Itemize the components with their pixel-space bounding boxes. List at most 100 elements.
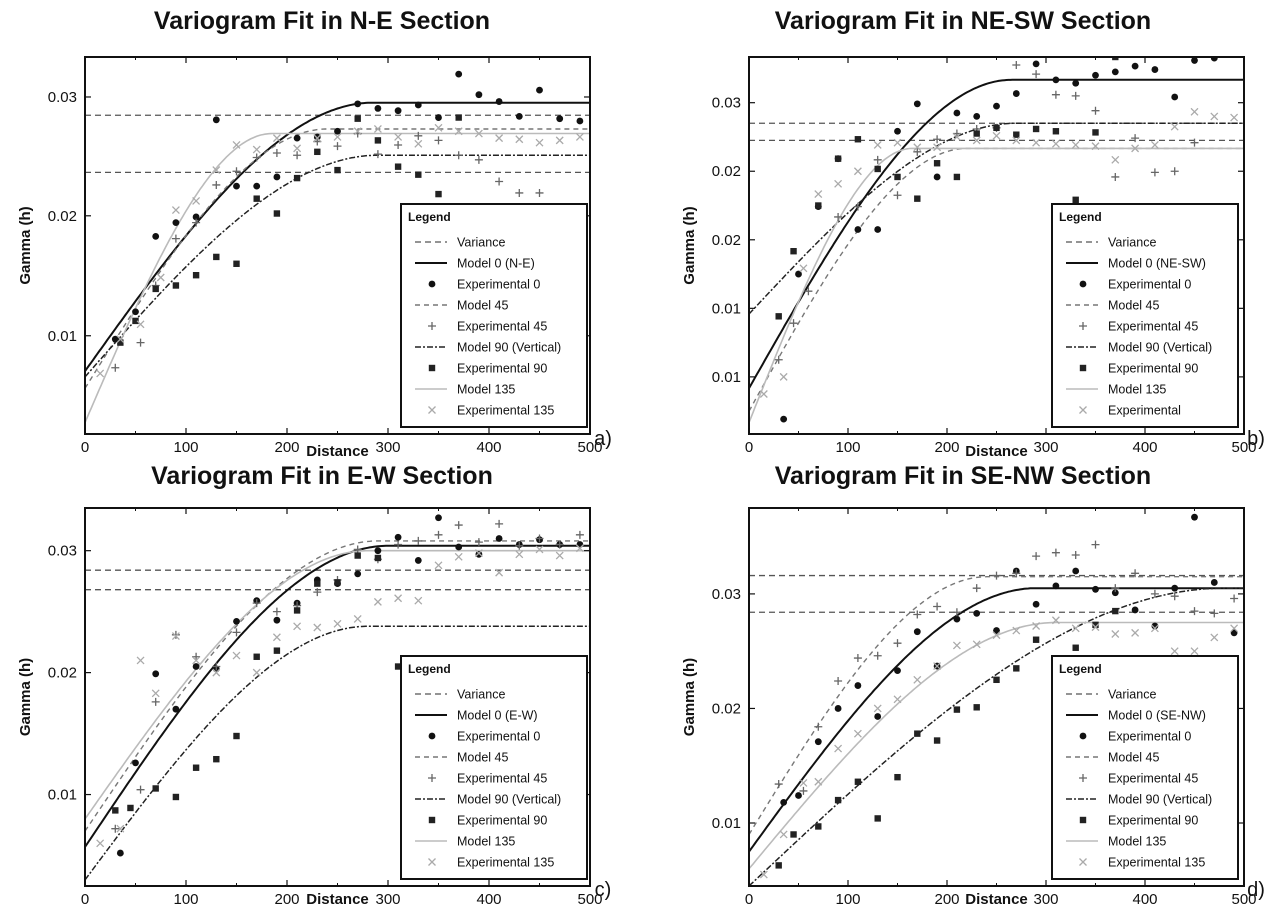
chart-panel-3: Variogram Fit in E-W Section 0 100 200 300 40… — [17, 462, 611, 908]
data-point — [394, 540, 403, 549]
data-point — [555, 540, 564, 549]
plot-area — [749, 57, 1244, 423]
data-point — [117, 339, 124, 346]
data-point — [774, 355, 783, 364]
legend-marker — [428, 280, 436, 288]
data-point — [575, 133, 584, 141]
legend-entry: Experimental 45 — [428, 320, 547, 334]
legend: Legend Variance Model 0 (SE-NW) Experimenta… — [1051, 655, 1239, 880]
data-point — [116, 335, 125, 344]
data-point — [1111, 172, 1120, 181]
data-point — [192, 218, 201, 227]
data-point — [414, 139, 423, 148]
data-point — [854, 226, 862, 233]
data-point — [555, 551, 564, 560]
data-point — [1032, 636, 1040, 643]
data-point — [854, 136, 862, 143]
data-point — [354, 552, 361, 559]
data-point — [212, 166, 221, 175]
legend-label: Experimental 90 — [457, 362, 547, 376]
data-point — [854, 778, 862, 785]
data-point — [116, 824, 125, 833]
data-point — [474, 538, 483, 547]
data-point — [1210, 609, 1219, 618]
legend-entry: Model 45 — [1066, 299, 1159, 313]
data-point — [992, 131, 1001, 140]
legend-label: Model 135 — [457, 835, 515, 849]
data-point — [111, 335, 119, 343]
data-point — [272, 607, 281, 616]
data-point — [213, 755, 220, 763]
data-point — [1013, 131, 1020, 138]
data-point — [535, 188, 544, 197]
legend-title: Legend — [408, 210, 451, 224]
legend-entry: Model 135 — [415, 383, 515, 397]
data-point — [152, 670, 160, 678]
chart-panel-1: Variogram Fit in N-E Section 0 100 200 300 40… — [17, 7, 612, 460]
data-point — [252, 668, 261, 677]
data-point — [799, 778, 808, 787]
data-point — [273, 173, 281, 181]
data-point — [394, 163, 402, 170]
data-point — [799, 786, 808, 795]
data-point — [353, 127, 362, 136]
legend-label: Variance — [1108, 688, 1156, 702]
data-point — [779, 830, 788, 839]
experimental-series-90 — [117, 114, 462, 346]
data-point — [1072, 196, 1079, 204]
data-point — [1013, 665, 1020, 672]
x-axis-label: Distance — [965, 443, 1028, 460]
data-point — [853, 202, 862, 211]
chart-panel-2: Variogram Fit in NE-SW Section 0 100 200 300… — [681, 7, 1265, 460]
data-point — [96, 839, 105, 848]
data-point — [1131, 628, 1140, 637]
legend-marker — [428, 364, 436, 372]
y-tick-label: 0.03 — [712, 586, 741, 603]
data-point — [116, 849, 124, 857]
x-tick-label: 400 — [476, 891, 501, 908]
data-point — [814, 190, 823, 199]
data-point — [1091, 142, 1100, 151]
experimental-series-135 — [96, 544, 584, 848]
legend-entry: Experimental 90 — [1079, 362, 1198, 376]
data-point — [414, 101, 422, 109]
data-point — [455, 543, 463, 551]
legend-entry: Experimental 135 — [1079, 856, 1205, 870]
data-point — [1150, 141, 1159, 149]
data-point — [1032, 600, 1040, 608]
data-point — [1131, 144, 1140, 153]
data-point — [972, 584, 981, 593]
data-point — [233, 618, 240, 625]
panel-label: a) — [594, 428, 612, 450]
data-point — [96, 369, 105, 378]
data-point — [273, 647, 281, 654]
model-curve-0 — [749, 78, 1244, 389]
x-tick-label: 100 — [835, 891, 860, 908]
data-point — [933, 143, 942, 152]
data-point — [293, 174, 301, 182]
legend-label: Model 45 — [457, 751, 508, 765]
chart-title: Variogram Fit in SE-NW Section — [775, 462, 1151, 490]
data-point — [213, 253, 220, 261]
data-point — [1111, 155, 1120, 164]
data-point — [495, 535, 503, 542]
data-point — [1190, 647, 1199, 656]
data-point — [780, 415, 788, 423]
data-point — [374, 554, 382, 562]
data-point — [1051, 616, 1060, 625]
legend-label: Experimental 0 — [1108, 730, 1191, 744]
data-point — [1150, 624, 1159, 633]
legend-label: Model 90 (Vertical) — [1108, 341, 1212, 355]
data-point — [354, 115, 361, 122]
data-point — [992, 631, 1001, 640]
data-point — [454, 127, 463, 136]
data-point — [334, 127, 341, 135]
data-point — [555, 136, 564, 145]
data-point — [814, 722, 823, 731]
data-point — [874, 165, 881, 173]
data-point — [212, 116, 220, 124]
experimental-series-45 — [774, 60, 1219, 364]
data-point — [354, 100, 362, 108]
data-point — [1210, 633, 1219, 642]
